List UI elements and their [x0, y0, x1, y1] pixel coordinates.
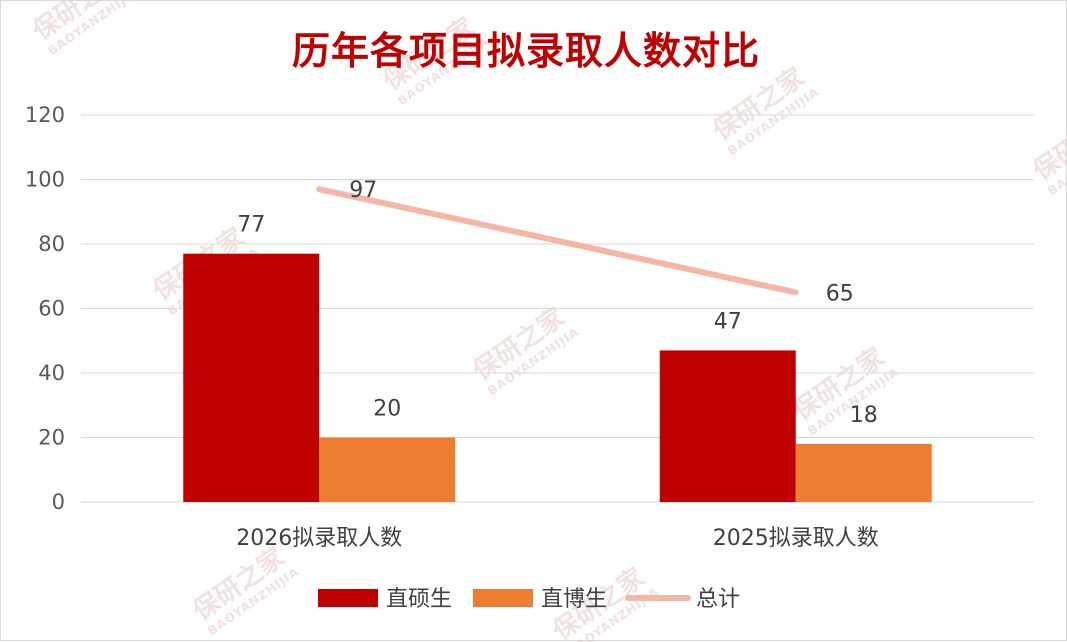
chart-title: 历年各项目拟录取人数对比 [292, 29, 760, 73]
x-category-label: 2026拟录取人数 [236, 526, 402, 551]
legend-label: 直博生 [541, 587, 607, 612]
bars-layer [183, 253, 932, 502]
y-tick-label: 80 [38, 232, 65, 256]
bar-直硕生-0 [183, 253, 320, 502]
legend-item-总计: 总计 [625, 587, 740, 612]
y-axis-ticks: 0 20 40 60 80 100 120 [25, 103, 65, 514]
total-value-label: 65 [826, 281, 854, 306]
bar-value-label: 77 [237, 213, 265, 238]
y-tick-label: 0 [52, 490, 65, 514]
x-category-label: 2025拟录取人数 [713, 526, 879, 551]
legend-label: 总计 [696, 587, 740, 612]
legend-item-直博生: 直博生 [473, 587, 607, 612]
legend-label: 直硕生 [386, 587, 452, 612]
bar-直硕生-1 [659, 350, 796, 502]
legend-swatch [318, 589, 378, 607]
legend-swatch [473, 589, 533, 607]
bar-value-label: 18 [850, 403, 878, 428]
bar-直博生-1 [795, 443, 932, 502]
bar-直博生-0 [319, 437, 456, 502]
y-tick-label: 120 [25, 103, 65, 127]
total-value-label: 97 [349, 178, 377, 203]
legend-item-直硕生: 直硕生 [318, 587, 452, 612]
bar-value-label: 47 [714, 309, 742, 334]
y-tick-label: 100 [25, 168, 65, 192]
total-line-layer [316, 186, 799, 296]
y-tick-label: 20 [38, 426, 65, 450]
data-labels-layer: 77 20 47 18 97 65 [237, 178, 878, 428]
total-line [316, 186, 799, 296]
y-tick-label: 60 [38, 297, 65, 321]
y-tick-label: 40 [38, 361, 65, 385]
x-axis-labels: 2026拟录取人数 2025拟录取人数 [236, 526, 879, 551]
legend: 直硕生 直博生 总计 [318, 587, 740, 612]
bar-value-label: 20 [373, 397, 401, 422]
